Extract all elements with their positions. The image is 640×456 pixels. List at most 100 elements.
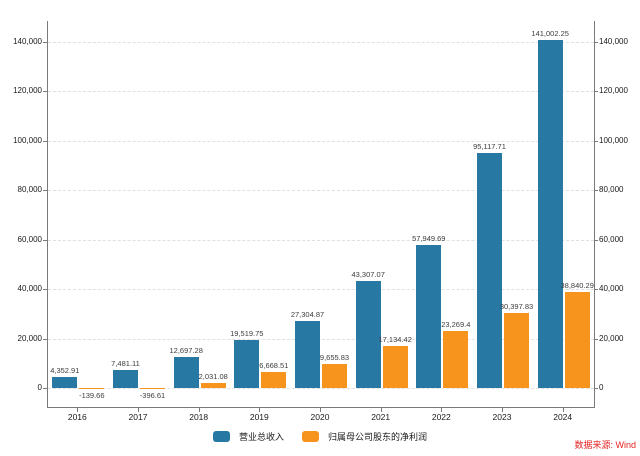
bar-label-revenue-2019: 19,519.75: [230, 328, 264, 338]
bar-label-revenue-2020: 27,304.87: [290, 309, 325, 319]
y-tick-left: [43, 91, 47, 93]
y-axis-label-right: 80,000: [599, 185, 624, 195]
bar-label-profit-2021: 17,134.42: [378, 334, 412, 344]
bar-label-profit-2020: 9,655.83: [319, 353, 350, 363]
gridline-0: [48, 388, 594, 389]
y-tick-right: [594, 388, 598, 389]
y-tick-right: [594, 91, 598, 93]
y-axis-label-right: 60,000: [599, 234, 624, 244]
x-tick-2018: [198, 408, 200, 412]
bar-profit-2022: [443, 330, 469, 388]
gridline-40,000: [48, 289, 594, 291]
x-tick-2021: [380, 408, 382, 412]
y-axis-label-left: 80,000: [17, 185, 42, 195]
bar-profit-2024: [564, 292, 590, 388]
y-axis-label-left: 120,000: [13, 86, 42, 96]
bar-revenue-2020: [295, 320, 320, 388]
x-axis-label-2020: 2020: [310, 412, 330, 422]
y-tick-right: [594, 190, 598, 192]
y-axis-label-right: 100,000: [599, 135, 628, 145]
y-axis-label-right: 140,000: [599, 37, 628, 46]
y-axis-label-right: 20,000: [599, 333, 624, 343]
x-axis-label-2024: 2024: [553, 412, 573, 422]
bar-label-profit-2018: 2,031.08: [198, 372, 228, 381]
x-tick-2019: [259, 408, 261, 412]
y-axis-label-left: 20,000: [17, 333, 42, 343]
y-tick-right: [594, 338, 598, 340]
y-tick-left: [43, 190, 47, 192]
y-tick-left: [43, 140, 47, 142]
x-axis-label-2023: 2023: [492, 412, 512, 422]
y-tick-left: [43, 239, 47, 241]
bar-profit-2019: [261, 371, 287, 388]
bar-label-profit-2017: -396.61: [139, 391, 166, 400]
x-axis-label-2021: 2021: [371, 412, 391, 422]
bar-profit-2018: [200, 383, 226, 388]
y-axis-label-left: 60,000: [17, 234, 42, 244]
bar-revenue-2019: [234, 339, 260, 388]
y-tick-right: [594, 140, 598, 142]
legend-swatch-revenue: [212, 431, 230, 442]
y-tick-right: [594, 289, 598, 291]
bar-revenue-2017: [113, 369, 138, 388]
legend-label-revenue: 营业总收入: [238, 432, 284, 442]
bar-label-profit-2016: -139.66: [79, 391, 105, 400]
y-tick-right: [594, 239, 598, 241]
x-tick-2023: [502, 408, 503, 412]
y-axis-label-left: 100,000: [13, 135, 42, 145]
legend-label-profit: 归属母公司股东的净利润: [328, 432, 428, 442]
bar-label-revenue-2016: 4,352.91: [50, 366, 80, 376]
bar-label-revenue-2024: 141,002.25: [531, 28, 569, 38]
bar-revenue-2024: [537, 39, 563, 388]
x-axis-label-2017: 2017: [128, 412, 148, 422]
y-axis-label-left: 0: [37, 383, 42, 392]
bar-revenue-2022: [416, 244, 442, 388]
x-tick-2024: [562, 408, 564, 412]
y-tick-left: [43, 42, 47, 43]
bar-revenue-2021: [355, 281, 381, 388]
bar-label-profit-2019: 6,668.51: [259, 360, 289, 370]
bar-label-revenue-2022: 57,949.69: [412, 233, 446, 243]
x-axis-label-2022: 2022: [431, 412, 451, 422]
legend-item-revenue: 营业总收入: [212, 430, 284, 443]
gridline-120,000: [48, 91, 594, 93]
x-axis-label-2018: 2018: [189, 412, 209, 422]
bar-profit-2016: [79, 388, 105, 389]
y-axis-label-left: 40,000: [17, 284, 42, 294]
bar-label-revenue-2018: 12,697.28: [169, 345, 203, 355]
bar-label-revenue-2017: 7,481.11: [111, 358, 140, 368]
y-tick-left: [43, 289, 47, 291]
bar-revenue-2016: [52, 377, 78, 388]
bar-label-profit-2024: 38,840.29: [560, 281, 594, 290]
bar-label-profit-2023: 30,397.83: [499, 301, 534, 311]
legend-item-profit: 归属母公司股东的净利润: [302, 430, 427, 443]
gridline-20,000: [48, 338, 594, 340]
plot-area: 4,352.91 -139.66 7,481.11 -396.61 12,697.28 2…: [47, 21, 595, 408]
y-tick-right: [594, 42, 598, 43]
bar-label-revenue-2021: 43,307.07: [351, 270, 385, 279]
y-axis-label-right: 120,000: [599, 86, 628, 96]
bar-profit-2023: [504, 312, 529, 388]
bar-revenue-2018: [173, 356, 199, 388]
x-tick-2017: [138, 408, 139, 412]
y-tick-left: [43, 388, 47, 389]
bar-revenue-2023: [477, 152, 502, 388]
x-axis-label-2019: 2019: [249, 412, 269, 422]
bar-profit-2020: [322, 364, 347, 388]
legend: 营业总收入 归属母公司股东的净利润: [0, 429, 640, 444]
y-tick-left: [43, 338, 47, 340]
x-axis-label-2016: 2016: [67, 412, 87, 422]
bar-label-profit-2022: 23,269.4: [441, 319, 471, 329]
bar-profit-2021: [382, 345, 408, 388]
gridline-60,000: [48, 239, 594, 241]
y-axis-label-right: 0: [599, 383, 604, 392]
x-tick-2016: [77, 408, 79, 412]
y-axis-label-left: 140,000: [13, 37, 42, 46]
x-tick-2022: [441, 408, 443, 412]
bar-label-revenue-2023: 95,117.71: [473, 141, 506, 151]
gridline-100,000: [48, 140, 594, 142]
data-source-note: 数据来源: Wind: [574, 440, 636, 450]
legend-swatch-profit: [302, 431, 319, 442]
x-tick-2020: [320, 408, 321, 412]
